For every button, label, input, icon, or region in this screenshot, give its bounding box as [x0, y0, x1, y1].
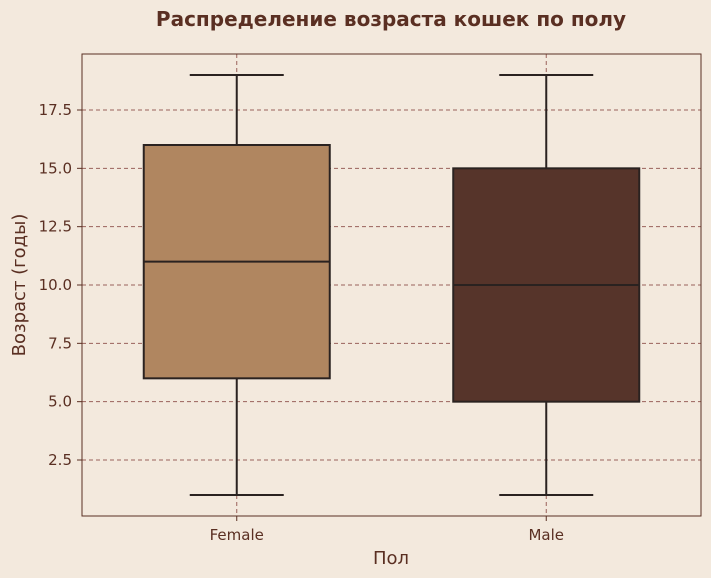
x-tick-label-male: Male [528, 526, 564, 544]
box-layer [142, 74, 641, 496]
box-male [452, 74, 641, 496]
x-axis-ticks: Female Male [210, 516, 564, 544]
y-tick-label: 12.5 [39, 218, 72, 236]
y-tick-label: 7.5 [48, 334, 72, 352]
chart-title: Распределение возраста кошек по полу [156, 7, 626, 31]
y-axis-label: Возраст (годы) [9, 214, 30, 357]
y-tick-label: 10.0 [39, 276, 72, 294]
x-axis-label: Пол [373, 548, 409, 569]
y-tick-label: 17.5 [39, 101, 72, 119]
y-tick-label: 5.0 [48, 393, 72, 411]
box-female [142, 74, 331, 496]
y-axis-ticks: 2.5 5.0 7.5 10.0 12.5 15.0 17.5 [39, 101, 82, 469]
x-tick-label-female: Female [210, 526, 264, 544]
y-tick-label: 2.5 [48, 451, 72, 469]
y-tick-label: 15.0 [39, 159, 72, 177]
